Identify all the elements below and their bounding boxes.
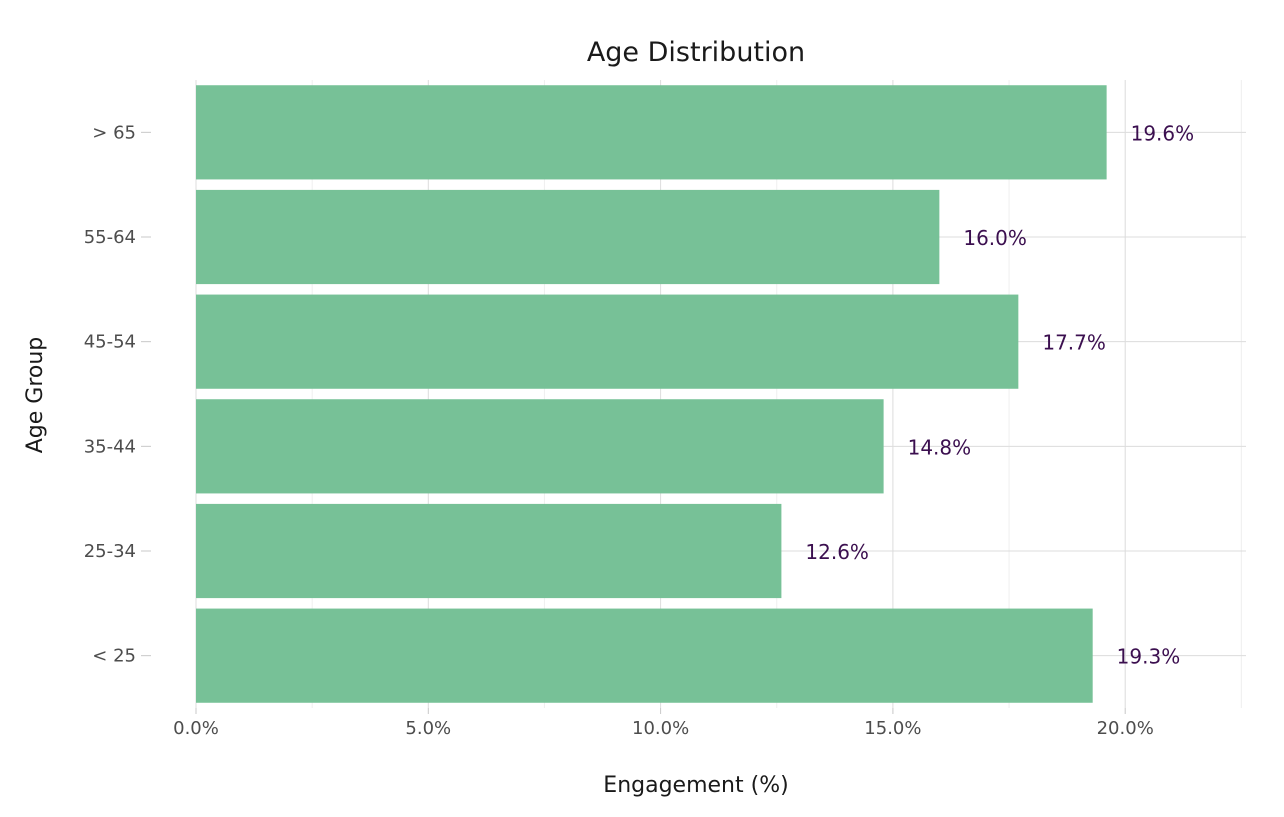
data-label: 17.7%	[1042, 331, 1106, 355]
y-tick-label: > 65	[92, 122, 136, 143]
y-tick-label: 25-34	[84, 541, 136, 562]
y-axis-ticks: < 25 25-34 35-44 45-54 55-64 > 65	[84, 122, 151, 667]
y-tick-label: 55-64	[84, 227, 136, 248]
data-label: 19.6%	[1131, 121, 1195, 145]
x-axis-ticks: 0.0% 5.0% 10.0% 15.0% 20.0%	[173, 708, 1154, 739]
bars	[196, 85, 1107, 703]
x-tick-label: 15.0%	[864, 718, 921, 739]
x-tick-label: 20.0%	[1097, 718, 1154, 739]
x-axis-title: Engagement (%)	[603, 773, 788, 798]
data-label: 12.6%	[805, 540, 869, 564]
bar	[196, 294, 1019, 389]
bar	[196, 503, 782, 599]
y-tick-label: < 25	[92, 646, 136, 667]
bar	[196, 608, 1093, 703]
data-label: 14.8%	[908, 435, 972, 459]
bar	[196, 399, 884, 494]
data-labels: 19.3% 12.6% 14.8% 17.7% 16.0% 19.6%	[805, 121, 1194, 668]
x-tick-label: 5.0%	[405, 718, 451, 739]
chart-title: Age Distribution	[587, 37, 805, 68]
y-tick-label: 45-54	[84, 332, 136, 353]
y-tick-label: 35-44	[84, 436, 136, 457]
y-axis-title: Age Group	[23, 337, 48, 454]
data-label: 16.0%	[963, 226, 1027, 250]
data-label: 19.3%	[1117, 645, 1181, 669]
bar	[196, 189, 940, 285]
bar	[196, 85, 1107, 180]
x-tick-label: 10.0%	[632, 718, 689, 739]
x-tick-label: 0.0%	[173, 718, 219, 739]
